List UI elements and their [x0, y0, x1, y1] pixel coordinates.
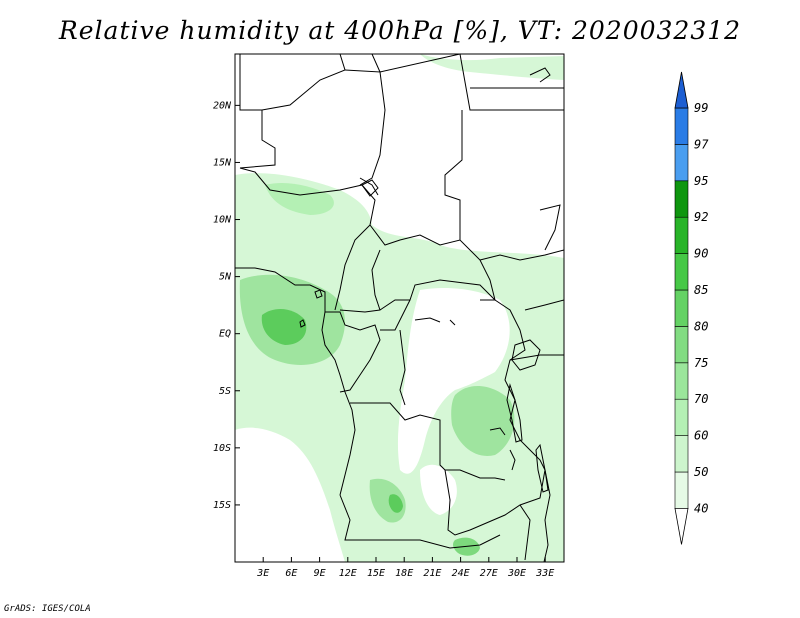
- colorbar-bin: [674, 253, 689, 291]
- border-chad-sudan: [444, 110, 463, 240]
- lon-tick-label: 12E: [339, 568, 357, 579]
- border-libya: [344, 54, 461, 186]
- lat-tick-label: EQ: [219, 329, 231, 340]
- colorbar: 40 50 60 70 75 80 85 90 92 95 97 99: [674, 71, 709, 545]
- credit-text: GrADS: IGES/COLA: [4, 604, 91, 614]
- border-angola-namibia: [339, 494, 501, 549]
- lon-tick-label: 6E: [285, 568, 297, 579]
- lake-malawi: [535, 443, 549, 493]
- humidity-region-mid-east: [451, 385, 515, 456]
- map-panel: [235, 54, 564, 562]
- lake-chad: [361, 179, 379, 197]
- lon-tick-label: 30E: [507, 568, 526, 579]
- border-east-africa: [494, 299, 546, 471]
- lat-tick-label: 20N: [213, 100, 232, 111]
- border-sahara-north: [261, 54, 346, 111]
- border-zambia: [444, 469, 546, 536]
- colorbar-level-label: 70: [694, 392, 708, 406]
- border-south-sudan-ethiopia: [479, 204, 564, 261]
- map-title: Relative humidity at 400hPa [%], VT: 202…: [58, 16, 742, 45]
- border-malawi-mozambique: [519, 469, 551, 562]
- humidity-core-south: [388, 494, 403, 513]
- humidity-shading: [235, 54, 564, 562]
- humidity-region-light: [235, 173, 564, 562]
- border-west-coast: [239, 54, 276, 169]
- colorbar-max-arrow: [674, 71, 689, 109]
- island-bioko: [314, 289, 323, 299]
- border-egypt-sudan: [459, 54, 564, 111]
- lon-tick-label: 33E: [535, 568, 554, 579]
- colorbar-level-label: 75: [694, 356, 708, 370]
- lat-tick-label: 5N: [219, 272, 232, 283]
- lon-tick-label: 9E: [314, 568, 326, 579]
- colorbar-level-label: 92: [694, 210, 708, 224]
- dry-zone-southwest: [235, 427, 345, 562]
- lon-tick-label: 18E: [395, 568, 413, 579]
- colorbar-level-label: 95: [694, 174, 708, 188]
- humidity-core-west: [261, 308, 307, 345]
- colorbar-bin: [674, 180, 689, 218]
- island-sao-tome: [299, 319, 306, 328]
- colorbar-bin: [674, 144, 689, 182]
- border-gabon-congo: [325, 311, 381, 393]
- humidity-region-mid-north: [265, 183, 334, 215]
- colorbar-bin: [674, 216, 689, 254]
- coastline-lakes-small: [414, 317, 516, 471]
- border-drc-west: [380, 299, 411, 406]
- border-chad-car: [371, 249, 381, 311]
- lon-tick-label: 15E: [367, 568, 385, 579]
- longitude-axis: 3E 6E 9E 12E 15E 18E 21E 24E 27E 30E 33E: [256, 557, 554, 579]
- lake-victoria: [511, 339, 541, 371]
- border-uganda-kenya: [509, 299, 564, 361]
- colorbar-level-label: 85: [694, 283, 708, 297]
- colorbar-min-arrow: [674, 508, 689, 545]
- lat-tick-label: 15N: [213, 157, 232, 168]
- colorbar-level-label: 80: [694, 319, 708, 333]
- lon-tick-label: 27E: [480, 568, 498, 579]
- lon-tick-label: 3E: [256, 568, 269, 579]
- colorbar-bin: [674, 471, 689, 509]
- colorbar-bin: [674, 289, 689, 327]
- colorbar-bin: [674, 326, 689, 364]
- colorbar-level-label: 50: [694, 465, 708, 479]
- map-frame: [234, 53, 565, 563]
- colorbar-bin: [674, 107, 689, 145]
- coastline-red-sea: [359, 67, 551, 196]
- colorbar-level-label: 60: [694, 429, 708, 443]
- border-car: [369, 224, 496, 301]
- lat-tick-label: 10S: [213, 443, 231, 454]
- dry-zone-congo: [397, 288, 510, 474]
- colorbar-level-label: 97: [694, 137, 709, 151]
- border-nigeria-cameroon: [334, 184, 376, 311]
- border-niger-nigeria: [239, 167, 363, 196]
- lake-tanganyika: [506, 383, 523, 443]
- dry-zone-south-central: [420, 464, 457, 515]
- border-drc-angola: [350, 402, 506, 481]
- lon-tick-label: 21E: [423, 568, 441, 579]
- latitude-axis: 20N 15N 10N 5N EQ 5S 10S 15S: [213, 100, 240, 511]
- coastline-west-africa: [235, 267, 356, 496]
- country-borders: [235, 54, 564, 562]
- lon-tick-label: 24E: [452, 568, 470, 579]
- colorbar-bin: [674, 435, 689, 473]
- colorbar-level-label: 40: [694, 501, 708, 515]
- lat-tick-label: 10N: [213, 215, 232, 226]
- colorbar-bin: [674, 398, 689, 436]
- humidity-region-light-north: [420, 54, 564, 80]
- lat-tick-label: 15S: [213, 500, 231, 511]
- colorbar-level-label: 99: [694, 101, 708, 115]
- colorbar-level-label: 90: [694, 247, 708, 261]
- colorbar-bin: [674, 362, 689, 400]
- lat-tick-label: 5S: [219, 386, 231, 397]
